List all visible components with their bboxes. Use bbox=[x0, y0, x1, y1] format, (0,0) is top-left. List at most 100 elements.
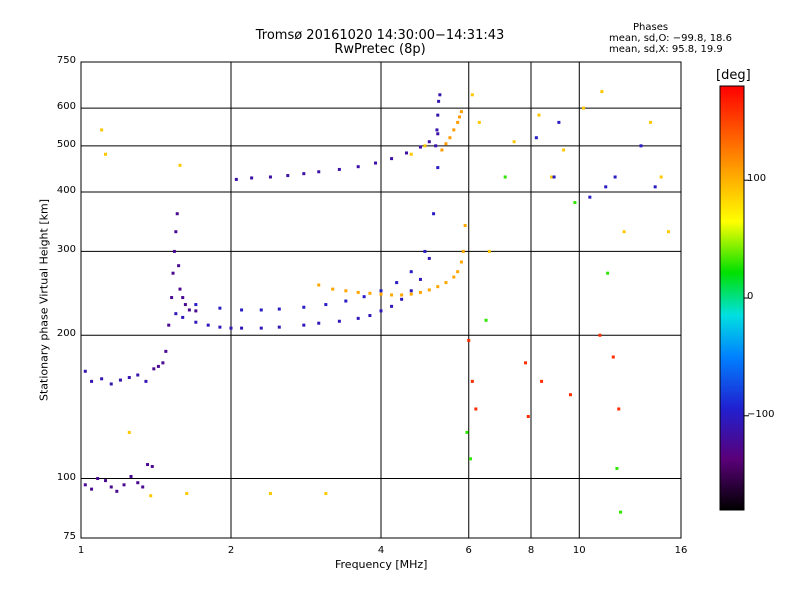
x-axis-label: Frequency [MHz] bbox=[335, 558, 428, 571]
data-point bbox=[194, 309, 198, 313]
data-point bbox=[277, 325, 281, 329]
data-point bbox=[588, 195, 592, 199]
data-point bbox=[465, 430, 469, 434]
data-point bbox=[444, 281, 448, 285]
data-point bbox=[109, 382, 113, 386]
y-tick-label: 75 bbox=[63, 531, 76, 542]
data-point bbox=[537, 113, 541, 117]
data-point bbox=[146, 463, 150, 467]
colorbar-unit: [deg] bbox=[716, 68, 751, 83]
data-point bbox=[177, 264, 181, 268]
data-point bbox=[175, 212, 179, 216]
data-point bbox=[390, 157, 394, 161]
data-points bbox=[83, 90, 670, 514]
data-point bbox=[337, 319, 341, 323]
data-point bbox=[368, 291, 372, 295]
data-point bbox=[448, 136, 452, 140]
data-point bbox=[150, 464, 154, 468]
stats-o-mode: mean, sd,O: −99.8, 18.6 bbox=[609, 33, 732, 44]
data-point bbox=[302, 305, 306, 309]
data-point bbox=[337, 167, 341, 171]
data-point bbox=[187, 308, 191, 312]
data-point bbox=[181, 296, 185, 300]
data-point bbox=[470, 93, 474, 97]
chart-title: Tromsø 20161020 14:30:00−14:31:43 bbox=[255, 28, 505, 43]
colorbar-tick-label: 100 bbox=[747, 173, 767, 185]
data-point bbox=[659, 175, 663, 179]
data-point bbox=[185, 492, 189, 496]
x-tick-label: 1 bbox=[77, 545, 85, 556]
data-point bbox=[474, 407, 478, 411]
data-point bbox=[461, 249, 465, 253]
data-point bbox=[552, 175, 556, 179]
data-point bbox=[90, 379, 94, 383]
data-point bbox=[540, 379, 544, 383]
data-point bbox=[400, 293, 404, 297]
data-point bbox=[104, 152, 108, 156]
y-tick-label: 300 bbox=[56, 244, 76, 256]
colorbar-ticks bbox=[744, 179, 749, 417]
data-point bbox=[456, 120, 460, 124]
data-point bbox=[167, 323, 171, 327]
y-tick-label: 400 bbox=[56, 184, 76, 196]
x-tick-label: 8 bbox=[527, 545, 535, 556]
data-point bbox=[427, 256, 431, 260]
data-point bbox=[90, 487, 94, 491]
data-point bbox=[194, 303, 198, 307]
data-point bbox=[240, 308, 244, 312]
data-point bbox=[317, 321, 321, 325]
data-point bbox=[435, 128, 439, 132]
data-point bbox=[229, 326, 233, 330]
data-point bbox=[127, 376, 131, 380]
data-point bbox=[152, 367, 156, 371]
data-point bbox=[181, 315, 185, 319]
data-point bbox=[379, 289, 383, 293]
data-point bbox=[639, 144, 643, 148]
data-point bbox=[617, 407, 621, 411]
data-point bbox=[404, 151, 408, 155]
data-point bbox=[218, 306, 222, 310]
data-point bbox=[598, 333, 602, 337]
data-point bbox=[477, 120, 481, 124]
data-point bbox=[432, 212, 436, 216]
data-point bbox=[440, 148, 444, 152]
data-point bbox=[156, 364, 160, 368]
data-point bbox=[418, 145, 422, 149]
data-point bbox=[141, 485, 145, 489]
y-tick-label: 100 bbox=[56, 471, 76, 483]
data-point bbox=[161, 361, 165, 365]
y-axis-label: Stationary phase Virtual Height [km] bbox=[37, 198, 51, 402]
data-point bbox=[234, 177, 238, 181]
data-point bbox=[250, 176, 254, 180]
data-point bbox=[268, 175, 272, 179]
data-point bbox=[463, 224, 467, 228]
data-point bbox=[427, 288, 431, 292]
data-point bbox=[122, 483, 126, 487]
data-point bbox=[277, 307, 281, 311]
data-point bbox=[356, 290, 360, 294]
data-point bbox=[390, 304, 394, 308]
data-point bbox=[622, 230, 626, 234]
colorbar bbox=[719, 85, 745, 511]
x-tick-label: 6 bbox=[465, 545, 472, 556]
data-point bbox=[324, 492, 328, 496]
data-point bbox=[344, 299, 348, 303]
data-point bbox=[174, 230, 178, 234]
data-point bbox=[206, 323, 210, 327]
data-point bbox=[436, 113, 440, 117]
data-point bbox=[183, 303, 187, 307]
data-point bbox=[557, 120, 561, 124]
data-point bbox=[418, 290, 422, 294]
data-point bbox=[317, 283, 321, 287]
data-point bbox=[434, 144, 438, 148]
data-point bbox=[452, 275, 456, 279]
data-point bbox=[324, 303, 328, 307]
data-point bbox=[136, 373, 140, 377]
data-point bbox=[115, 489, 119, 493]
data-point bbox=[573, 201, 577, 205]
data-point bbox=[452, 128, 456, 132]
data-point bbox=[458, 115, 462, 119]
data-point bbox=[611, 355, 615, 359]
data-point bbox=[456, 270, 460, 274]
